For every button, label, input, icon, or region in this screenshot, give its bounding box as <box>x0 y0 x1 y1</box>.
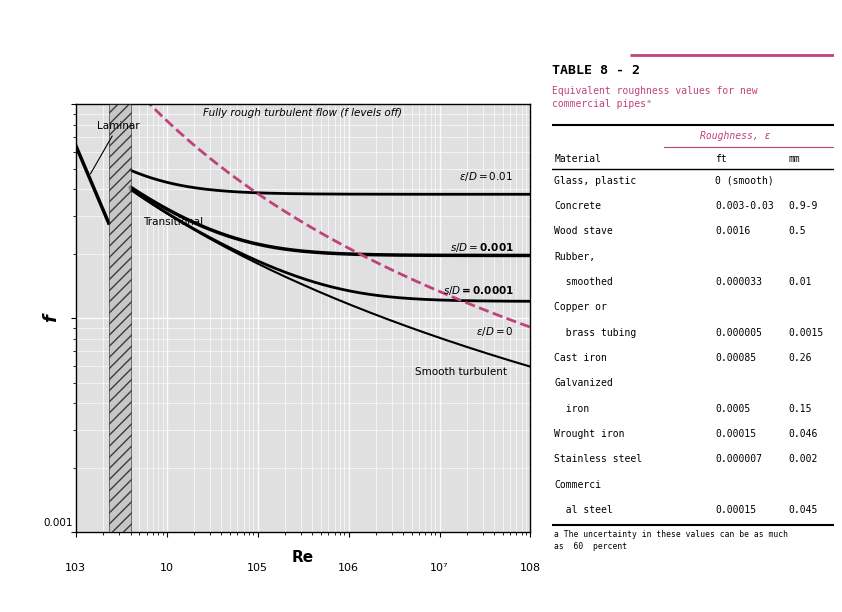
Text: brass tubing: brass tubing <box>554 327 637 338</box>
Text: 0.0016: 0.0016 <box>715 226 750 236</box>
Text: 0.5: 0.5 <box>788 226 806 236</box>
Text: 10: 10 <box>160 563 173 573</box>
Text: Material: Material <box>554 154 601 164</box>
Text: 0.00015: 0.00015 <box>715 429 756 439</box>
Text: Rubber,: Rubber, <box>554 252 595 261</box>
Text: 0.15: 0.15 <box>788 403 812 414</box>
Text: Transitional: Transitional <box>143 217 203 228</box>
Text: mm: mm <box>788 154 800 164</box>
Text: 0.0005: 0.0005 <box>715 403 750 414</box>
Text: 0.001: 0.001 <box>43 518 72 528</box>
Text: 0.003-0.03: 0.003-0.03 <box>715 201 774 211</box>
Text: Smooth turbulent: Smooth turbulent <box>415 367 507 377</box>
X-axis label: Re: Re <box>292 551 314 565</box>
Text: Commerci: Commerci <box>554 480 601 490</box>
Text: ft: ft <box>715 154 727 164</box>
Text: Wrought iron: Wrought iron <box>554 429 625 439</box>
Text: Cast iron: Cast iron <box>554 353 607 363</box>
Bar <box>109 104 131 532</box>
Text: Copper or: Copper or <box>554 302 607 312</box>
Text: 0.045: 0.045 <box>788 505 818 515</box>
Text: 0.000033: 0.000033 <box>715 277 762 287</box>
Text: al steel: al steel <box>554 505 613 515</box>
Text: 0.0015: 0.0015 <box>788 327 823 338</box>
Text: Stainless steel: Stainless steel <box>554 454 642 465</box>
Text: Fully rough turbulent flow (f levels off): Fully rough turbulent flow (f levels off… <box>203 108 402 118</box>
Y-axis label: f: f <box>42 315 61 322</box>
Text: Laminar: Laminar <box>90 121 140 174</box>
Text: 0.01: 0.01 <box>788 277 812 287</box>
Text: iron: iron <box>554 403 589 414</box>
Text: TABLE 8 - 2: TABLE 8 - 2 <box>552 64 640 77</box>
Text: $\varepsilon/D = 0.01$: $\varepsilon/D = 0.01$ <box>460 170 514 183</box>
Text: smoothed: smoothed <box>554 277 613 287</box>
Text: 0.00015: 0.00015 <box>715 505 756 515</box>
Text: $s/D\mathbf{=0.0001}$: $s/D\mathbf{=0.0001}$ <box>443 284 514 297</box>
Text: 106: 106 <box>338 563 359 573</box>
Text: 0.002: 0.002 <box>788 454 818 465</box>
Text: a The uncertainty in these values can be as much
as  60  percent: a The uncertainty in these values can be… <box>554 530 788 551</box>
Text: 0.26: 0.26 <box>788 353 812 363</box>
Text: 103: 103 <box>66 563 86 573</box>
Text: 0 (smooth): 0 (smooth) <box>715 176 774 185</box>
Text: 0.00085: 0.00085 <box>715 353 756 363</box>
Text: $s/D = \mathbf{0.001}$: $s/D = \mathbf{0.001}$ <box>450 241 514 253</box>
Text: $\varepsilon/D = 0$: $\varepsilon/D = 0$ <box>476 325 514 338</box>
Text: 0.9-9: 0.9-9 <box>788 201 818 211</box>
Text: Concrete: Concrete <box>554 201 601 211</box>
Text: Wood stave: Wood stave <box>554 226 613 236</box>
Text: Equivalent roughness values for new
commercial pipesᵃ: Equivalent roughness values for new comm… <box>552 86 757 110</box>
Text: 108: 108 <box>520 563 541 573</box>
Text: Galvanized: Galvanized <box>554 378 613 388</box>
Text: 0.000005: 0.000005 <box>715 327 762 338</box>
Text: Glass, plastic: Glass, plastic <box>554 176 637 185</box>
Text: 0.000007: 0.000007 <box>715 454 762 465</box>
Text: 10⁷: 10⁷ <box>430 563 449 573</box>
Text: 0.046: 0.046 <box>788 429 818 439</box>
Text: Roughness, ε: Roughness, ε <box>700 132 770 141</box>
Text: 105: 105 <box>248 563 268 573</box>
